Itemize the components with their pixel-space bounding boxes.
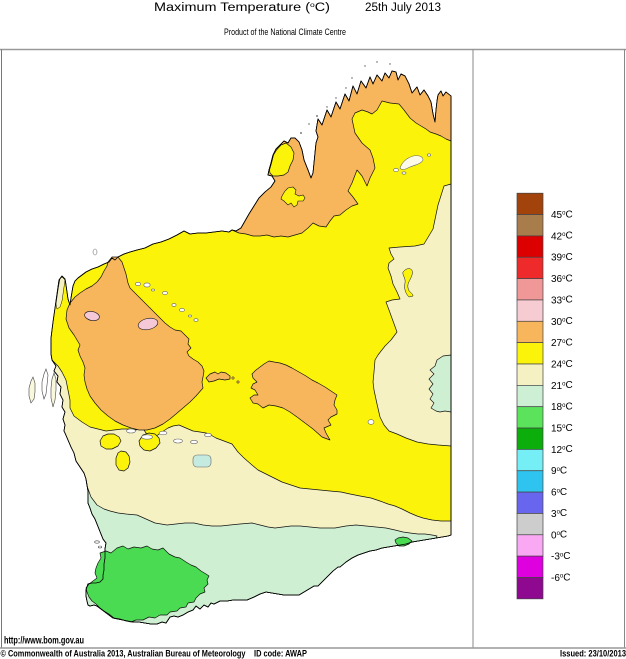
svg-text:15oC: 15oC [551,423,573,435]
svg-text:42oC: 42oC [551,231,573,243]
svg-text:Product of the National Climat: Product of the National Climate Centre [224,27,346,38]
svg-text:0oC: 0oC [551,530,567,542]
svg-text:6oC: 6oC [551,487,567,499]
svg-text:ID code: AWAP: ID code: AWAP [254,649,307,659]
svg-text:18oC: 18oC [551,401,573,413]
svg-text:25th July 2013: 25th July 2013 [365,2,441,14]
svg-text:30oC: 30oC [551,316,573,328]
svg-text:-3oC: -3oC [551,551,570,563]
svg-text:24oC: 24oC [551,359,573,371]
svg-text:http://www.bom.gov.au: http://www.bom.gov.au [4,636,84,647]
svg-text:Issued: 23/10/2013: Issued: 23/10/2013 [560,649,626,659]
svg-text:Maximum Temperature (oC): Maximum Temperature (oC) [154,2,330,14]
svg-text:21oC: 21oC [551,380,573,392]
svg-text:33oC: 33oC [551,295,573,307]
svg-text:36oC: 36oC [551,273,573,285]
svg-text:39oC: 39oC [551,252,573,264]
svg-text:45oC: 45oC [551,209,573,221]
svg-text:9oC: 9oC [551,466,567,478]
svg-text:3oC: 3oC [551,508,567,520]
svg-text:27oC: 27oC [551,337,573,349]
svg-text:© Commonwealth of Australia 20: © Commonwealth of Australia 2013, Austra… [1,649,246,659]
svg-text:12oC: 12oC [551,444,573,456]
svg-text:-6oC: -6oC [551,572,570,584]
